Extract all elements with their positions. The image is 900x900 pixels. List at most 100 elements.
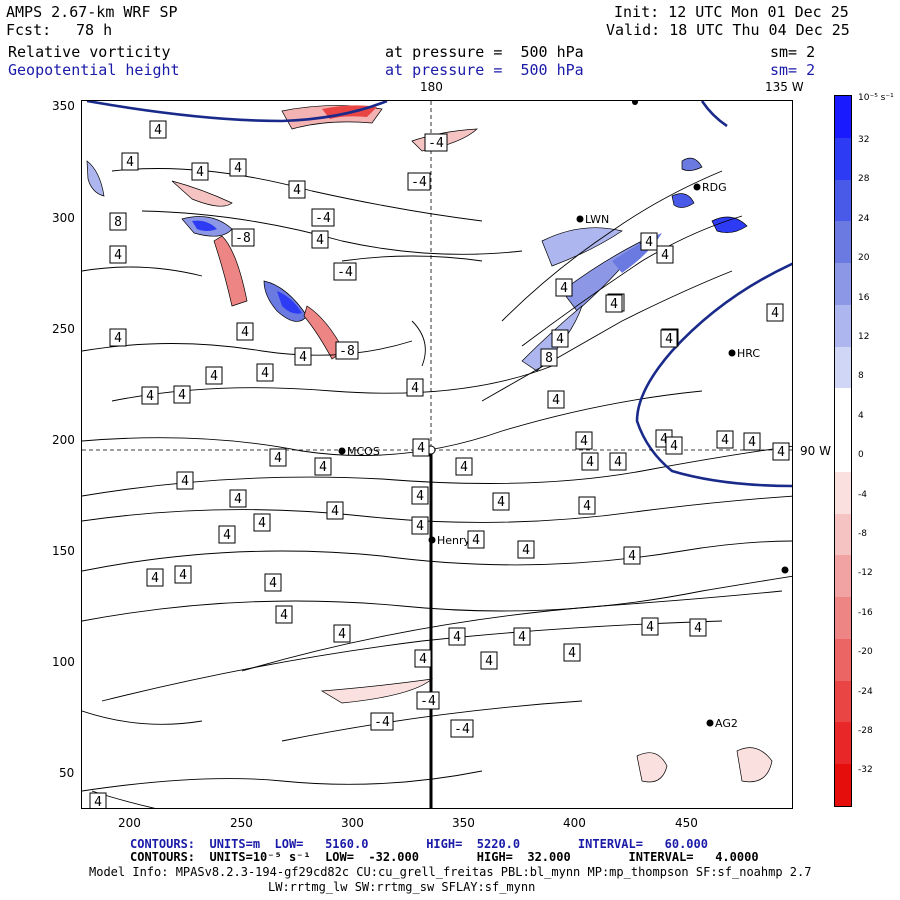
station-mcos: MCOS: [347, 445, 380, 458]
field2-name: Geopotential height: [8, 61, 180, 79]
contour-value-text: -4: [374, 715, 390, 730]
y-tick-200: 200: [52, 433, 75, 447]
field1-level: at pressure = 500 hPa: [385, 43, 584, 61]
contour-value-text: 4: [614, 455, 622, 470]
field1-smoothing: sm= 2: [770, 43, 816, 61]
contour-value-text: 4: [280, 608, 288, 623]
station-markers: [338, 101, 789, 727]
contour-value-text: 4: [234, 492, 242, 507]
contour-value-box: 4: [492, 492, 510, 511]
contour-value-box: 4: [412, 438, 430, 457]
lon-label-180: 180: [420, 80, 443, 94]
contour-value-text: 4: [748, 435, 756, 450]
contour-value-box: 4: [288, 180, 306, 199]
contour-value-box: 4: [294, 347, 312, 366]
contour-value-box: 4: [656, 245, 674, 264]
contour-value-text: 4: [126, 155, 134, 170]
contour-value-text: 4: [411, 381, 419, 396]
colorbar-tick-label: -24: [858, 686, 873, 697]
contour-value-box: -8: [231, 228, 255, 247]
colorbar-tick-label: -20: [858, 647, 873, 658]
contour-value-box: 4: [517, 540, 535, 559]
x-tick-400: 400: [563, 816, 586, 830]
contour-value-text: -8: [235, 231, 251, 246]
y-tick-350: 350: [52, 99, 75, 113]
colorbar-tick-label: -16: [858, 607, 873, 618]
colorbar-tick-label: 8: [858, 371, 864, 382]
contour-value-box: 4: [641, 617, 659, 636]
colorbar-segment: [835, 597, 851, 639]
contour-value-text: 4: [416, 489, 424, 504]
contour-value-text: 4: [777, 445, 785, 460]
contour-value-box: 4: [547, 390, 565, 409]
y-tick-250: 250: [52, 322, 75, 336]
colorbar-tick-label: 12: [858, 332, 870, 342]
y-tick-150: 150: [52, 544, 75, 558]
contour-value-box: 4: [578, 496, 596, 515]
contour-value-box: 4: [256, 363, 274, 382]
y-tick-50: 50: [59, 766, 75, 780]
contour-value-box: 4: [109, 328, 127, 347]
contour-value-box: 4: [205, 366, 223, 385]
station-henry: Henry: [437, 534, 471, 547]
contour-value-box: 4: [455, 457, 473, 476]
x-tick-350: 350: [452, 816, 475, 830]
contour-value-box: -4: [424, 133, 448, 152]
x-tick-300: 300: [341, 816, 364, 830]
colorbar-tick-label: 0: [858, 450, 864, 461]
contour-value-box: -4: [333, 262, 357, 281]
y-tick-100: 100: [52, 655, 75, 669]
contour-value-text: 4: [114, 248, 122, 263]
colorbar-tick-label: 28: [858, 174, 870, 185]
vorticity-map: RDG LWN HRC MCOS Henry AG2 4 4 4 4 4 -4 -4 -4 8 4…: [81, 100, 793, 809]
contour-value-box: 4: [665, 436, 683, 455]
contour-value-text: 4: [665, 332, 673, 347]
contour-value-text: 4: [628, 549, 636, 564]
field2-level: at pressure = 500 hPa: [385, 61, 584, 79]
contour-value-text: 4: [210, 369, 218, 384]
contour-value-text: 4: [338, 627, 346, 642]
colorbar-tick-label: 16: [858, 292, 870, 303]
contour-value-box: 4: [229, 158, 247, 177]
contour-value-box: 4: [326, 501, 344, 520]
colorbar-segment: [835, 471, 851, 514]
contour-value-box: 4: [141, 386, 159, 405]
contour-value-box: 4: [121, 152, 139, 171]
contour-value-box: 4: [766, 303, 784, 322]
vorticity-contours: [82, 168, 792, 808]
contour-value-text: 4: [460, 460, 468, 475]
contour-value-text: 4: [114, 331, 122, 346]
contour-value-box: 4: [772, 442, 790, 461]
contour-value-text: 4: [146, 389, 154, 404]
contour-value-box: 4: [109, 245, 127, 264]
contour-value-box: 4: [333, 624, 351, 643]
contour-value-box: -4: [370, 712, 394, 731]
contour-value-text: 4: [660, 432, 668, 447]
contour-value-text: 4: [472, 533, 480, 548]
contour-value-text: 4: [661, 248, 669, 263]
colorbar-tick-label: 24: [858, 213, 870, 224]
colorbar-segment: [835, 263, 851, 305]
contour-value-text: 4: [293, 183, 301, 198]
contour-value-box: 4: [146, 568, 164, 587]
station-ag2: AG2: [715, 717, 738, 730]
colorbar-segment: [835, 513, 851, 556]
contour-value-box: 4: [575, 431, 593, 450]
contour-value-text: 4: [419, 652, 427, 667]
colorbar-segment: [835, 304, 851, 347]
contour-value-text: 4: [518, 630, 526, 645]
contour-value-text: 4: [670, 439, 678, 454]
model-title: AMPS 2.67-km WRF SP: [6, 3, 178, 21]
contour-value-box: 4: [689, 618, 707, 637]
contour-value-box: 4: [264, 573, 282, 592]
colorbar-segment: [835, 388, 851, 431]
y-tick-300: 300: [52, 211, 75, 225]
contour-value-box: 4: [311, 230, 329, 249]
contour-value-box: 4: [275, 605, 293, 624]
contour-value-box: 4: [218, 525, 236, 544]
contour-value-box: 4: [581, 452, 599, 471]
valid-time: Valid: 18 UTC Thu 04 Dec 25: [606, 21, 850, 39]
contour-value-text: 4: [316, 233, 324, 248]
field1-name: Relative vorticity: [8, 43, 171, 61]
contour-value-box: 8: [540, 348, 558, 367]
